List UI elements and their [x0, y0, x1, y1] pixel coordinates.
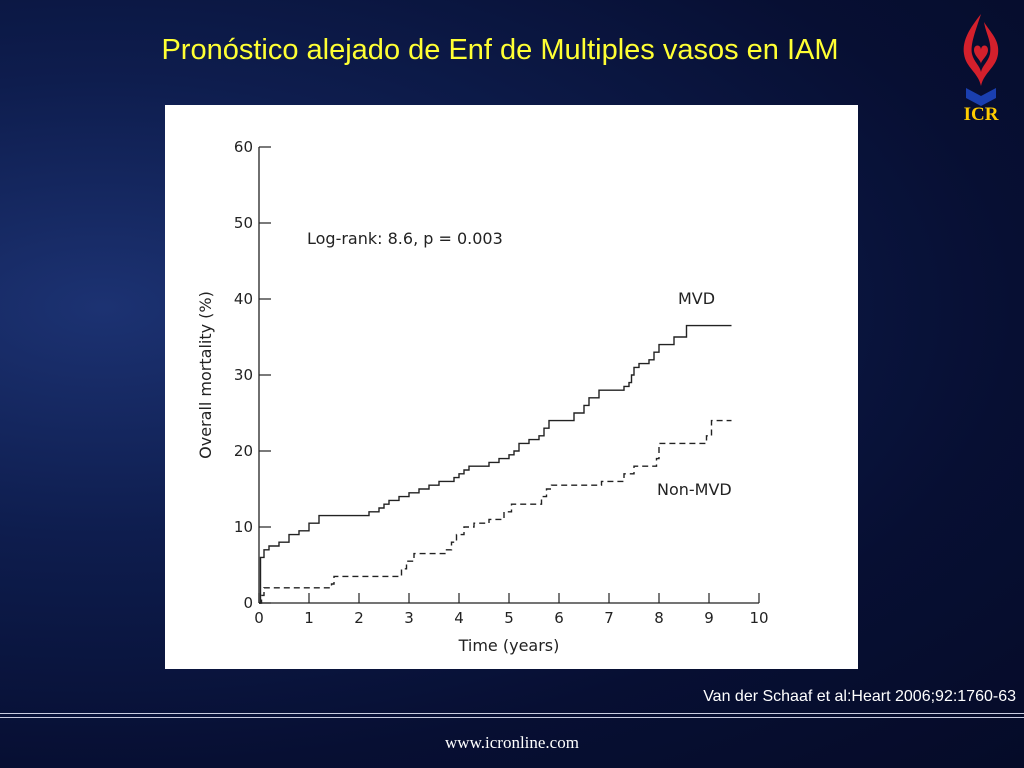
divider: [0, 713, 1024, 714]
x-axis-label: Time (years): [458, 636, 560, 655]
x-tick-label: 2: [354, 609, 364, 627]
footer-url: www.icronline.com: [445, 733, 579, 752]
x-tick-label: 8: [654, 609, 664, 627]
series-line: [259, 324, 732, 604]
chart: 0 10 20 30 40 50 60 0 1 2 3 4 5 6 7 8 9 10 Time (years) Ove…: [196, 138, 769, 655]
x-tick-label: 6: [554, 609, 564, 627]
citation: Van der Schaaf et al:Heart 2006;92:1760-…: [703, 688, 1016, 705]
x-tick-label: 10: [749, 609, 768, 627]
logo: [963, 14, 999, 106]
y-tick-label: 30: [234, 366, 253, 384]
y-tick-label: 20: [234, 442, 253, 460]
slide-title: Pronóstico alejado de Enf de Multiples v…: [161, 34, 839, 66]
x-tick-label: 1: [304, 609, 314, 627]
x-tick-label: 3: [404, 609, 414, 627]
x-tick-label: 4: [454, 609, 464, 627]
y-tick-label: 0: [243, 594, 253, 612]
y-axis-label: Overall mortality (%): [196, 291, 215, 459]
logo-text: ICR: [963, 104, 999, 125]
y-tick-label: 60: [234, 138, 253, 156]
series-label: Non-MVD: [657, 480, 732, 499]
chart-box: 0 10 20 30 40 50 60 0 1 2 3 4 5 6 7 8 9 10 Time (years) Ove…: [165, 105, 858, 669]
annotation: Log-rank: 8.6, p = 0.003: [307, 229, 503, 248]
series-line: [259, 419, 732, 604]
x-tick-label: 0: [254, 609, 264, 627]
x-tick-label: 9: [704, 609, 714, 627]
y-tick-label: 40: [234, 290, 253, 308]
x-tick-label: 5: [504, 609, 514, 627]
y-tick-label: 10: [234, 518, 253, 536]
x-tick-label: 7: [604, 609, 614, 627]
series-label: MVD: [678, 289, 715, 308]
y-tick-label: 50: [234, 214, 253, 232]
divider: [0, 717, 1024, 718]
